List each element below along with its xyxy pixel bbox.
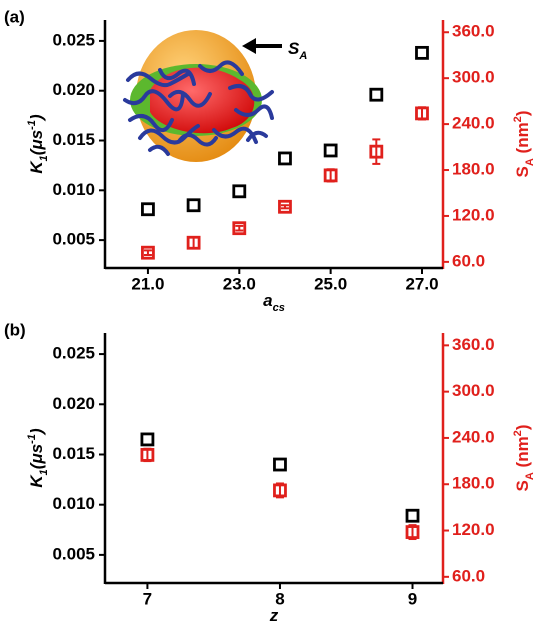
y2-axis-label-part: A [524,472,536,480]
y-axis-label-part: K [27,160,46,174]
marker [369,144,384,159]
y-axis-label-part: 1 [38,469,50,475]
x-tick-label: 23.0 [223,274,256,293]
x-tick-label: 8 [275,589,284,608]
y2-axis-label-part: ) [513,110,532,116]
marker [232,184,247,199]
marker [405,508,420,523]
x-tick-label: 21.0 [131,274,164,293]
x-tick-label: 7 [143,589,152,608]
y2-axis-label: SA (nm2) [512,424,536,491]
marker [415,106,429,121]
y-axis-label-part: (μs [27,130,46,155]
y-axis-label-part: -1 [26,434,38,444]
y2-tick-label: 120.0 [452,520,495,539]
marker [141,245,155,260]
panel-label: (a) [4,7,25,26]
y-tick-label: 0.020 [52,80,95,99]
y-axis-label-part: ) [27,428,46,436]
y2-tick-label: 360.0 [452,335,495,354]
x-axis-label: z [269,606,279,625]
x-axis-label-part: z [269,606,279,625]
marker [415,45,429,60]
marker [273,483,287,498]
y-axis-label-part: 1 [38,155,50,161]
y2-axis-label-part: S [513,480,532,491]
x-axis-label: acs [263,291,285,313]
y-axis-label: K1(μs-1) [26,114,50,174]
y2-tick-label: 300.0 [452,381,495,400]
y-tick-label: 0.025 [52,30,95,49]
y2-tick-label: 300.0 [452,68,495,87]
y2-tick-label: 240.0 [452,114,495,133]
y2-tick-label: 60.0 [452,566,485,585]
x-tick-label: 9 [408,589,417,608]
marker [186,235,201,250]
y2-tick-label: 240.0 [452,427,495,446]
y-tick-label: 0.005 [52,230,95,249]
marker [273,457,287,472]
y2-tick-label: 60.0 [452,251,485,270]
y-tick-label: 0.020 [52,394,95,413]
y-axis-label-part: (μs [27,444,46,469]
error-bar [235,224,244,232]
marker [278,151,292,166]
marker [323,168,338,183]
y-tick-label: 0.015 [52,130,95,149]
marker [186,198,201,213]
molecule-illustration [123,30,282,162]
annotation-part: S [288,39,300,58]
y2-tick-label: 180.0 [452,160,495,179]
x-axis-label-part: a [263,291,272,310]
marker [140,448,155,462]
x-tick-label: 27.0 [405,274,438,293]
y-tick-label: 0.015 [52,444,95,463]
y2-axis-label-part: A [524,158,536,166]
marker [141,202,155,217]
y2-tick-label: 180.0 [452,474,495,493]
error-bar [372,138,381,165]
y2-axis-label-part: ) [513,424,532,430]
marker [140,432,155,447]
y-tick-label: 0.010 [52,180,95,199]
y2-tick-label: 120.0 [452,205,495,224]
x-tick-label: 25.0 [314,274,347,293]
y-axis-label: K1(μs-1) [26,428,50,488]
y-tick-label: 0.025 [52,344,95,363]
error-bar [280,204,289,210]
error-bar [143,249,152,256]
marker [369,87,384,102]
y2-axis-label-part: 2 [512,116,524,122]
y-axis-label-part: -1 [26,120,38,130]
y2-tick-label: 360.0 [452,22,495,41]
marker [323,143,338,158]
y-axis-label-part: K [27,474,46,488]
marker [278,199,292,214]
y2-axis-label-part: S [513,166,532,177]
marker [232,221,247,236]
error-bar [189,236,198,250]
panel-label: (b) [4,320,26,339]
y-tick-label: 0.010 [52,494,95,513]
y2-axis-label-part: (nm [513,436,532,472]
y2-axis-label: SA (nm2) [512,110,536,177]
y2-axis-label-part: (nm [513,122,532,158]
annotation: SA [288,39,307,61]
marker [405,525,420,539]
y-axis-label-part: ) [27,114,46,122]
annotation-part: A [298,50,307,62]
y2-axis-label-part: 2 [512,430,524,436]
y-tick-label: 0.005 [52,544,95,563]
x-axis-label-part: cs [273,302,285,314]
